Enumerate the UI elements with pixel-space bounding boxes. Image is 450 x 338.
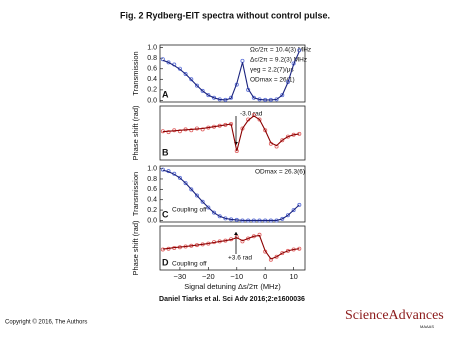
data-point [217,214,222,219]
annotation: Coupling off [172,261,207,268]
x-tick-label: 10 [289,272,297,281]
data-point [240,239,245,244]
panel-label: C [162,209,169,219]
data-point [257,117,262,122]
panel-label: A [162,89,169,99]
data-point [177,175,182,180]
panel-label: B [162,147,169,157]
annotation: -3.0 rad [240,111,263,118]
panel-frame [159,225,306,271]
data-point [200,88,205,93]
data-point [206,205,211,210]
annotation: Ωc/2π = 10.4(3) MHz [250,47,311,54]
annotation: γeg = 2.2(7)/μs [250,67,294,74]
annotation: ODmax = 26.3(6) [255,169,305,176]
logo-publisher: MAAAS [420,324,434,329]
annotation: ODmax = 26(1) [250,77,295,84]
data-point [183,72,188,77]
x-axis-label: Signal detuning Δs/2π (MHz) [184,282,281,291]
data-point [194,193,199,198]
y-axis-label: Transmission [131,51,140,95]
fit-line [162,115,300,152]
data-point [274,254,279,259]
data-point [183,181,188,186]
copyright: Copyright © 2016, The Authors [5,319,87,326]
y-axis-label: Transmission [131,172,140,216]
data-point [240,58,245,63]
data-point [194,83,199,88]
data-point [229,95,234,100]
data-point [200,199,205,204]
data-point [166,130,171,135]
x-tick-label: 0 [263,272,267,281]
y-tick-label: 0.0 [147,217,157,224]
panel-label: D [162,257,169,267]
arrow-head [234,232,238,235]
data-point [206,93,211,98]
x-tick-label: −30 [174,272,187,281]
y-tick-label: 0.6 [147,186,157,193]
y-tick-label: 0.8 [147,176,157,183]
data-point [297,202,302,207]
panel-frame [159,44,306,103]
y-tick-label: 0.4 [147,197,157,204]
panel-frame [159,105,306,161]
data-point [177,129,182,134]
panel-frame [159,165,306,223]
data-point [280,251,285,256]
citation: Daniel Tiarks et al. Sci Adv 2016;2:e160… [159,296,305,303]
y-tick-label: 0.2 [147,207,157,214]
data-point [189,128,194,133]
x-tick-label: −20 [202,272,215,281]
data-point [189,77,194,82]
y-tick-label: 0.2 [147,87,157,94]
data-point [291,208,296,213]
y-tick-label: 0.0 [147,97,157,104]
data-point [189,187,194,192]
data-point [280,93,285,98]
slide-title: Fig. 2 Rydberg-EIT spectra without contr… [120,10,330,20]
y-axis-label: Phase shift (rad) [131,220,140,276]
annotation: +3.6 rad [228,255,252,262]
data-point [251,113,256,118]
data-point [166,60,171,65]
y-tick-label: 0.8 [147,55,157,62]
fit-line [162,234,300,260]
fit-line [162,169,300,221]
y-tick-label: 1.0 [147,44,157,51]
annotation: Δc/2π = 9.2(3) MHz [250,57,307,64]
data-point [212,210,217,215]
data-point [160,247,165,252]
data-point [246,236,251,241]
x-tick-label: −10 [230,272,243,281]
y-tick-label: 1.0 [147,165,157,172]
data-point [263,128,268,133]
data-point [234,234,239,239]
annotation: Coupling off [172,207,207,214]
fit-line [162,51,300,101]
y-tick-label: 0.6 [147,66,157,73]
logo: ScienceAdvances [345,308,444,323]
data-point [285,213,290,218]
data-point [160,167,165,172]
y-tick-label: 0.4 [147,76,157,83]
y-axis-label: Phase shift (rad) [131,105,140,161]
data-point [280,138,285,143]
data-point [200,127,205,132]
